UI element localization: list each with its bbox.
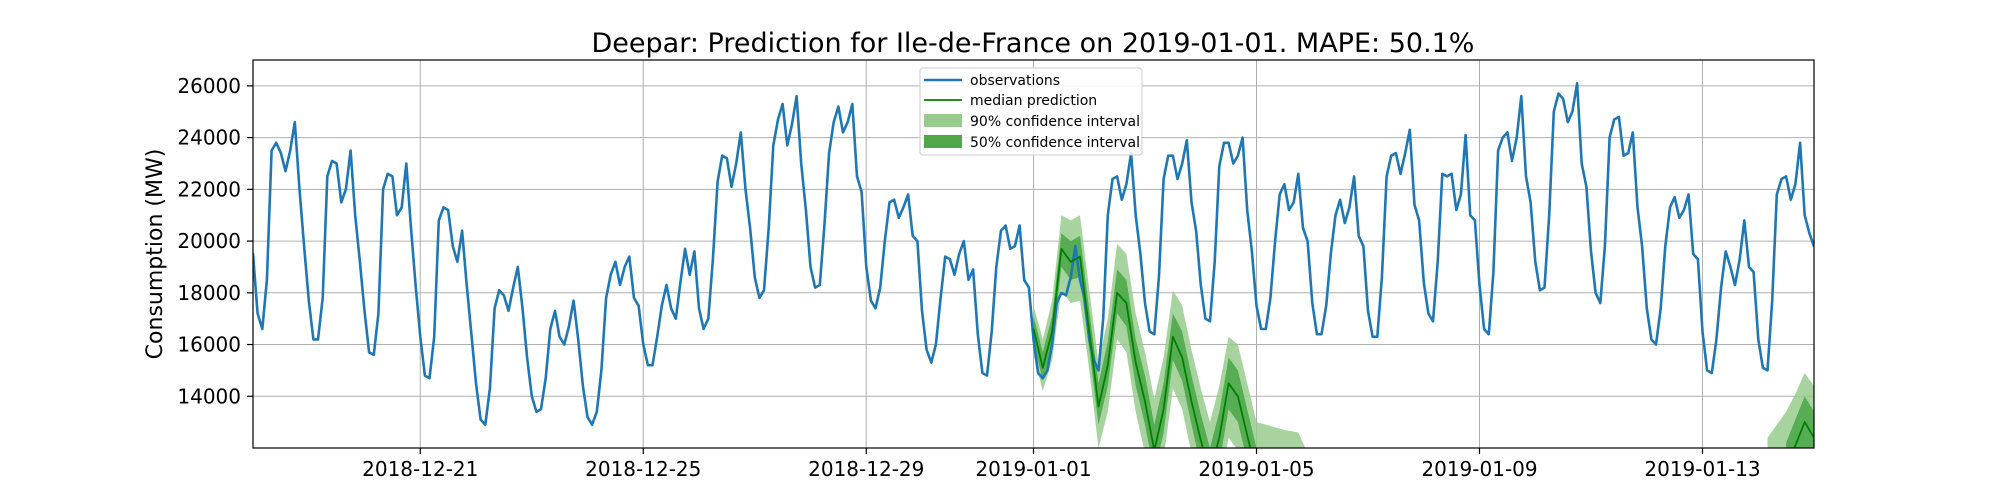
y-tick-label-1: 16000 [177,333,241,357]
x-tick-label-5: 2019-01-09 [1421,457,1537,481]
ci50-band-1 [1786,396,1814,448]
y-tick-label-3: 20000 [177,229,241,253]
x-tick-label-4: 2019-01-05 [1198,457,1314,481]
legend-median-label: median prediction [970,93,1097,109]
legend-ci90-swatch [924,114,962,127]
y-axis-label: Consumption (MW) [143,149,168,360]
x-tick-label-2: 2018-12-29 [808,457,924,481]
y-tick-label-2: 18000 [177,281,241,305]
median-prediction-line-1 [1793,421,1814,448]
legend-ci50-swatch [924,135,962,148]
y-tick-label-0: 14000 [177,384,241,408]
legend-ci50-label: 50% confidence interval [970,135,1140,151]
y-tick-label-5: 24000 [177,126,241,150]
x-tick-label-1: 2018-12-25 [585,457,701,481]
legend-ci90-label: 90% confidence interval [970,114,1140,130]
median-layer [1032,247,1814,448]
y-axis-ticks: 14000 16000 18000 20000 22000 24000 26000 [177,74,253,408]
chart-title: Deepar: Prediction for Ile-de-France on … [592,28,1475,59]
legend: observations median prediction 90% confi… [919,67,1143,156]
legend-box [919,67,1143,156]
x-tick-label-0: 2018-12-21 [362,457,478,481]
y-tick-label-6: 26000 [177,74,241,98]
legend-observations-label: observations [970,73,1060,89]
x-axis-ticks: 2018-12-21 2018-12-25 2018-12-29 2019-01-01… [362,448,1761,481]
y-tick-label-4: 22000 [177,177,241,201]
x-tick-label-3: 2019-01-01 [975,457,1091,481]
observations-layer [253,82,1814,427]
median-prediction-line-0 [1032,247,1252,448]
observations-line-0 [253,82,1814,427]
x-tick-label-6: 2019-01-13 [1644,457,1760,481]
